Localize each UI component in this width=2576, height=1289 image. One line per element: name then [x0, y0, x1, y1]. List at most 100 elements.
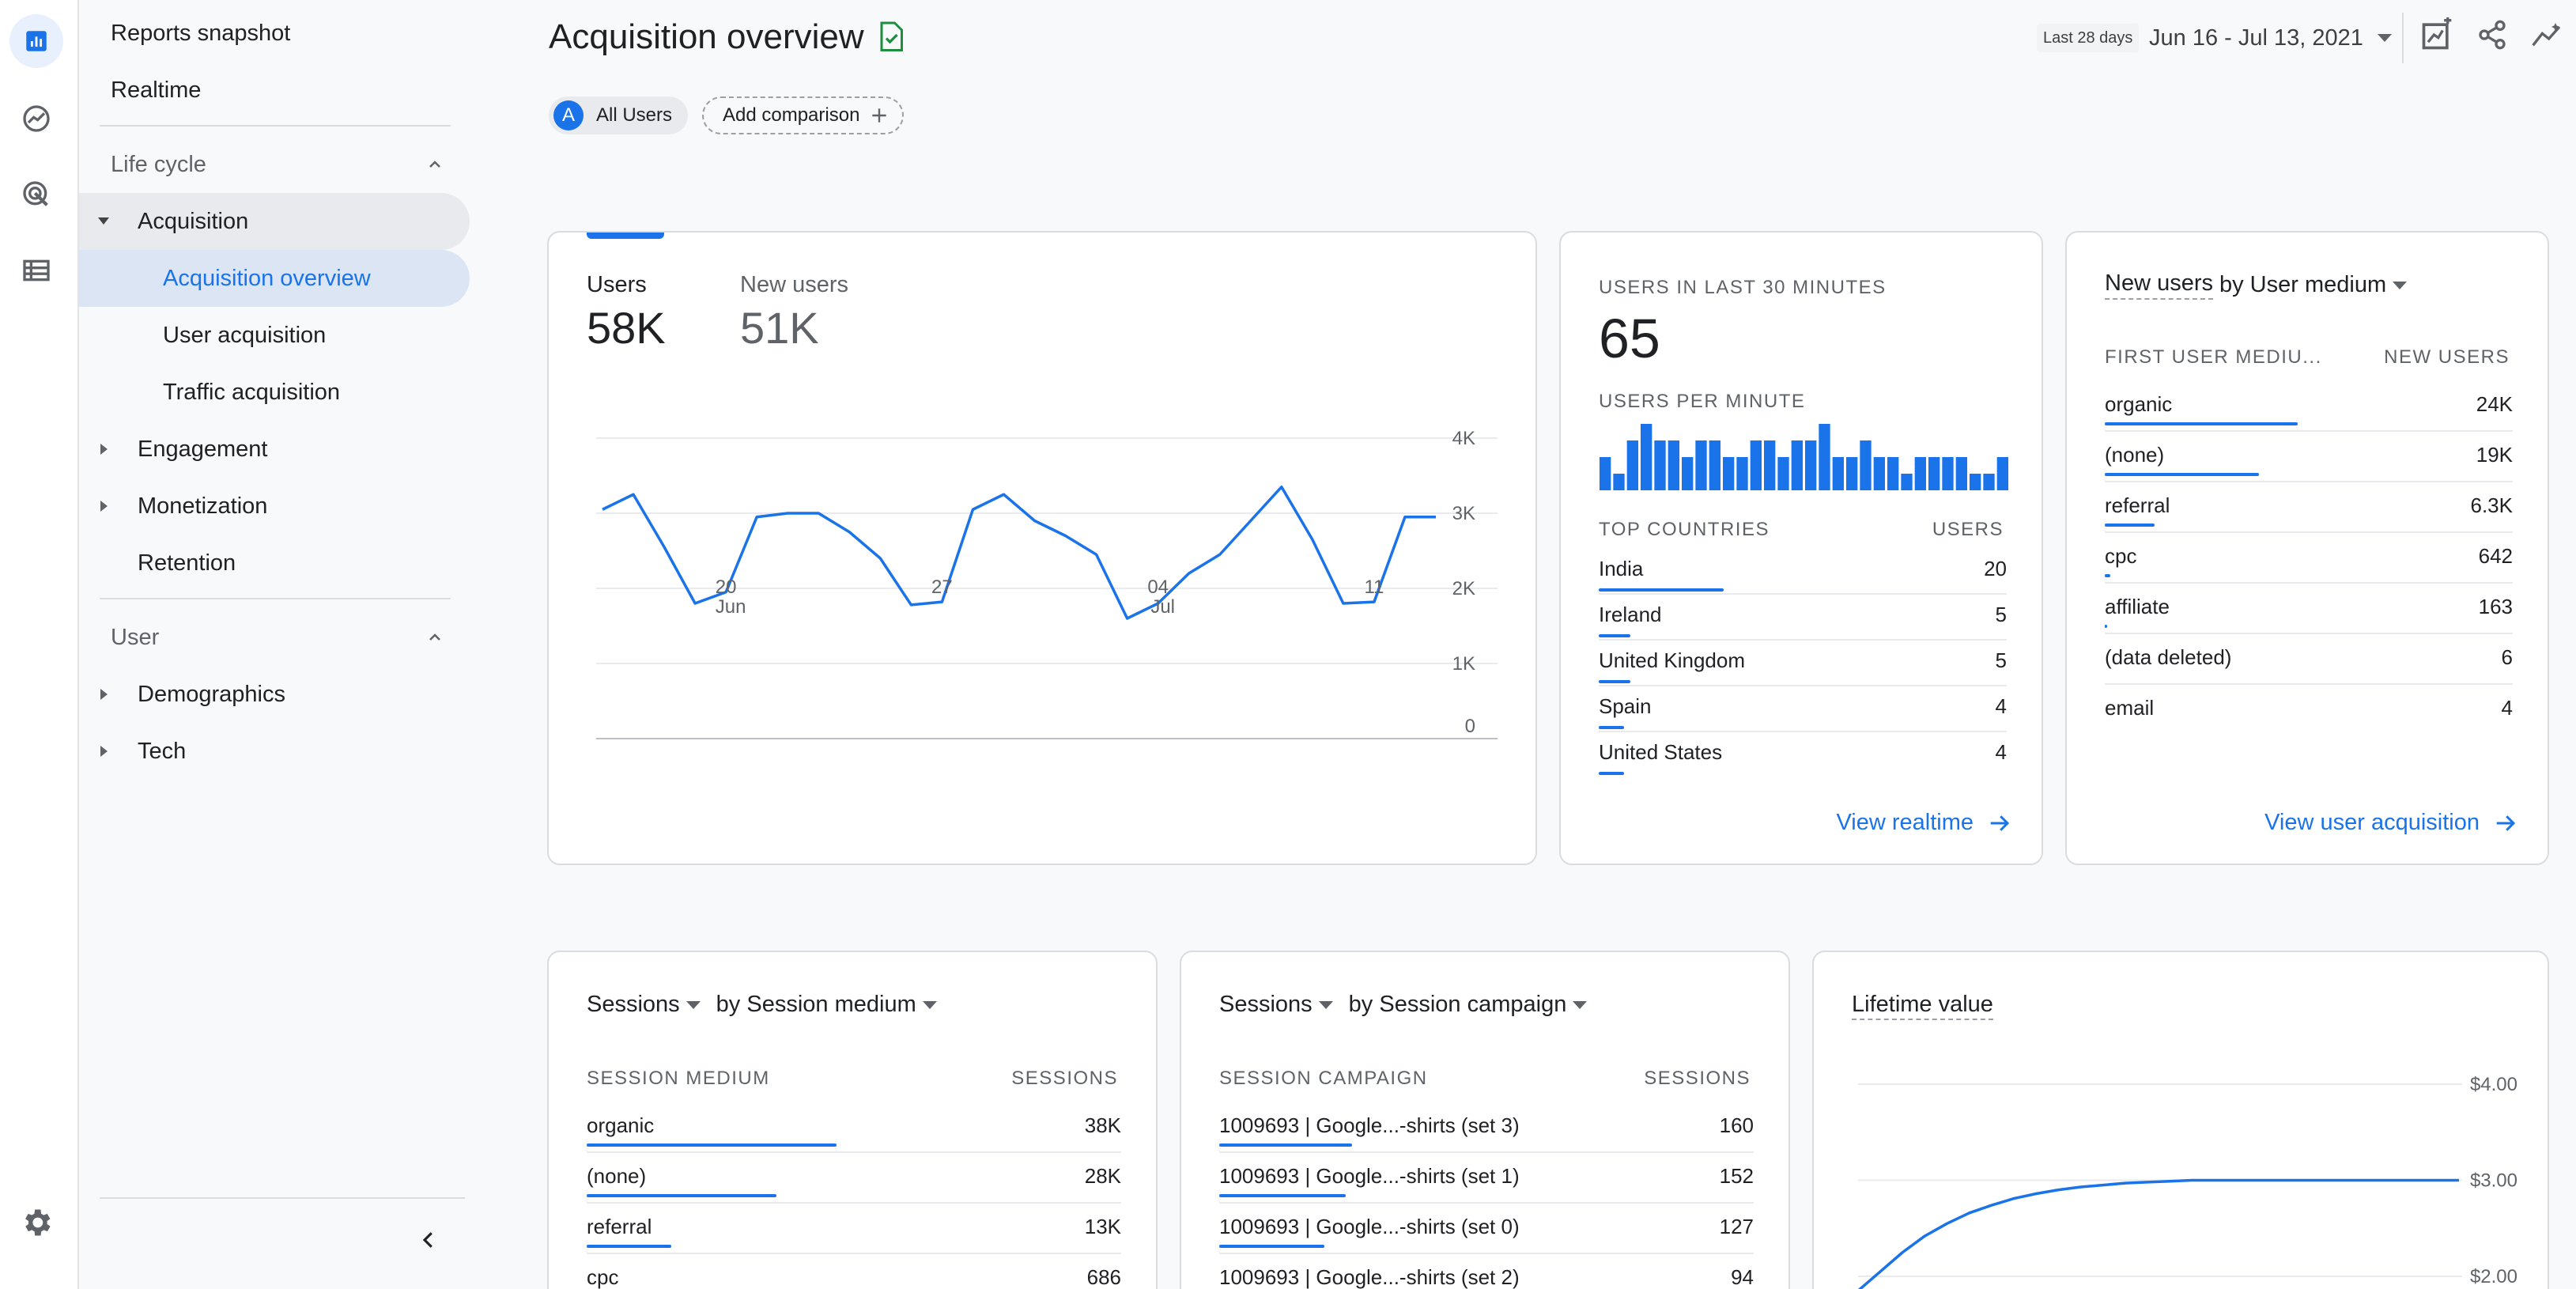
table-row[interactable]: cpc 642 [2105, 533, 2513, 584]
row-label: United Kingdom [1599, 648, 1745, 672]
segment-chip-all-users[interactable]: A All Users [549, 96, 689, 134]
row-divider [2105, 633, 2513, 634]
per-minute-bar [1928, 457, 1940, 490]
table-row[interactable]: 1009693 | Google...-shirts (set 1) 152 [1219, 1153, 1754, 1204]
customize-report-icon[interactable] [2419, 17, 2454, 52]
nav-monetization[interactable]: Monetization [79, 478, 267, 535]
add-comparison-button[interactable]: Add comparison [702, 96, 905, 134]
insights-icon[interactable] [2530, 19, 2565, 51]
nav-tech[interactable]: Tech [79, 723, 186, 780]
chevron-left-icon [422, 1232, 432, 1248]
row-label: (none) [587, 1164, 647, 1188]
table-row[interactable]: email 4 [2105, 685, 2513, 735]
row-share-bar [1599, 680, 1630, 683]
new-users-card-title[interactable]: New users by User medium [2105, 270, 2408, 300]
nav-section-lifecycle[interactable]: Life cycle [79, 136, 470, 193]
table-row[interactable]: Spain 4 [1599, 686, 2007, 732]
row-label: 1009693 | Google...-shirts (set 2) [1219, 1265, 1520, 1289]
row-value: 5 [1995, 603, 2007, 626]
add-comparison-label: Add comparison [723, 104, 860, 126]
collapse-sidebar-button[interactable] [411, 1223, 446, 1257]
per-minute-bar [1682, 457, 1694, 490]
dimension-selector[interactable]: by Session medium [716, 992, 937, 1018]
reports-icon[interactable] [9, 14, 63, 68]
per-minute-label: USERS PER MINUTE [1599, 391, 1806, 412]
row-divider [587, 1202, 1121, 1204]
table-row[interactable]: cpc 686 [587, 1254, 1121, 1289]
page-title: Acquisition overview [549, 17, 864, 56]
row-label: affiliate [2105, 595, 2170, 618]
x-tick-day: 04 [1147, 576, 1169, 598]
table-row[interactable]: affiliate 163 [2105, 584, 2513, 634]
view-user-acquisition-link[interactable]: View user acquisition [2264, 810, 2519, 836]
nav-demographics[interactable]: Demographics [79, 666, 285, 723]
table-row[interactable]: referral 13K [587, 1204, 1121, 1254]
per-minute-bar [1709, 440, 1720, 490]
realtime-title: USERS IN LAST 30 MINUTES [1599, 277, 1887, 298]
nav-section-user[interactable]: User [79, 609, 470, 666]
table-row[interactable]: United States 4 [1599, 732, 2007, 778]
table-row[interactable]: (data deleted) 6 [2105, 634, 2513, 685]
nav-traffic-acquisition[interactable]: Traffic acquisition [163, 364, 340, 421]
nav-user-acquisition[interactable]: User acquisition [163, 307, 326, 364]
table-row[interactable]: (none) 19K [2105, 432, 2513, 482]
explore-icon[interactable] [9, 92, 63, 146]
row-share-bar [1599, 772, 1624, 775]
table-row[interactable]: referral 6.3K [2105, 482, 2513, 533]
nav-label: Traffic acquisition [163, 379, 341, 405]
table-row[interactable]: organic 24K [2105, 381, 2513, 432]
metric-new-users-label[interactable]: New users [740, 272, 848, 297]
date-range-label: Last 28 days [2037, 24, 2140, 52]
metric-selector[interactable]: Sessions [587, 992, 701, 1018]
y-tick-label: $3.00 [2470, 1170, 2517, 1192]
nav-label: Realtime [111, 77, 202, 103]
row-share-bar [587, 1245, 672, 1248]
view-realtime-link[interactable]: View realtime [1836, 810, 2013, 836]
lifetime-value-title[interactable]: Lifetime value [1852, 992, 1993, 1020]
per-minute-bar [1777, 457, 1789, 490]
nav-acquisition[interactable]: Acquisition [79, 193, 470, 250]
nav-engagement[interactable]: Engagement [79, 421, 267, 478]
table-row[interactable]: India 20 [1599, 549, 2007, 595]
table-row[interactable]: Ireland 5 [1599, 595, 2007, 641]
dimension-label: by Session medium [716, 992, 916, 1017]
row-value: 20 [1984, 557, 2007, 580]
row-value: 163 [2478, 595, 2513, 618]
metric-users-label[interactable]: Users [587, 272, 647, 297]
caret-right-icon [100, 444, 108, 455]
dimension-label: by Session campaign [1348, 992, 1567, 1017]
nav-realtime[interactable]: Realtime [111, 62, 201, 119]
chevron-up-icon [429, 161, 440, 168]
caret-down-icon [98, 217, 109, 225]
metric-selector[interactable]: Sessions [1219, 992, 1333, 1018]
nav-reports-snapshot[interactable]: Reports snapshot [111, 5, 290, 62]
table-row[interactable]: United Kingdom 5 [1599, 641, 2007, 686]
row-label: referral [2105, 493, 2170, 517]
table-row[interactable]: 1009693 | Google...-shirts (set 0) 127 [1219, 1204, 1754, 1254]
title-text: Lifetime value [1852, 992, 1993, 1020]
nav-retention[interactable]: Retention [138, 535, 236, 592]
nav-section-label: User [111, 624, 160, 650]
table-row[interactable]: organic 38K [587, 1102, 1121, 1153]
row-share-bar [2105, 422, 2298, 425]
lifetime-value-chart: $4.00 $3.00 $2.00 [1857, 1074, 2517, 1289]
dimension-selector[interactable]: by Session campaign [1349, 992, 1588, 1018]
title-dimension: by User medium [2219, 272, 2387, 297]
link-label: View realtime [1836, 810, 1974, 835]
configure-icon[interactable] [9, 244, 63, 297]
advertising-icon[interactable] [9, 168, 63, 221]
settings-gear-icon[interactable] [9, 1196, 63, 1249]
table-row[interactable]: (none) 28K [587, 1153, 1121, 1204]
date-range-picker[interactable]: Jun 16 - Jul 13, 2021 [2149, 22, 2392, 54]
per-minute-bar [1914, 457, 1926, 490]
row-label: 1009693 | Google...-shirts (set 0) [1219, 1215, 1520, 1238]
date-range-text: Jun 16 - Jul 13, 2021 [2149, 25, 2363, 51]
share-icon[interactable] [2476, 19, 2508, 51]
per-minute-bar [1600, 457, 1611, 490]
nav-acquisition-overview[interactable]: Acquisition overview [79, 250, 470, 307]
per-minute-bar [1819, 424, 1830, 490]
row-share-bar [1219, 1194, 1346, 1197]
divider [100, 125, 451, 127]
table-row[interactable]: 1009693 | Google...-shirts (set 2) 94 [1219, 1254, 1754, 1289]
table-row[interactable]: 1009693 | Google...-shirts (set 3) 160 [1219, 1102, 1754, 1153]
